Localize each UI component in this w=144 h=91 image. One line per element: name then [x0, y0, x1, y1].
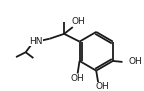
- Text: OH: OH: [72, 17, 86, 26]
- Text: HN: HN: [30, 37, 43, 46]
- Text: OH: OH: [128, 57, 142, 66]
- Text: OH: OH: [95, 82, 109, 91]
- Text: OH: OH: [71, 74, 85, 83]
